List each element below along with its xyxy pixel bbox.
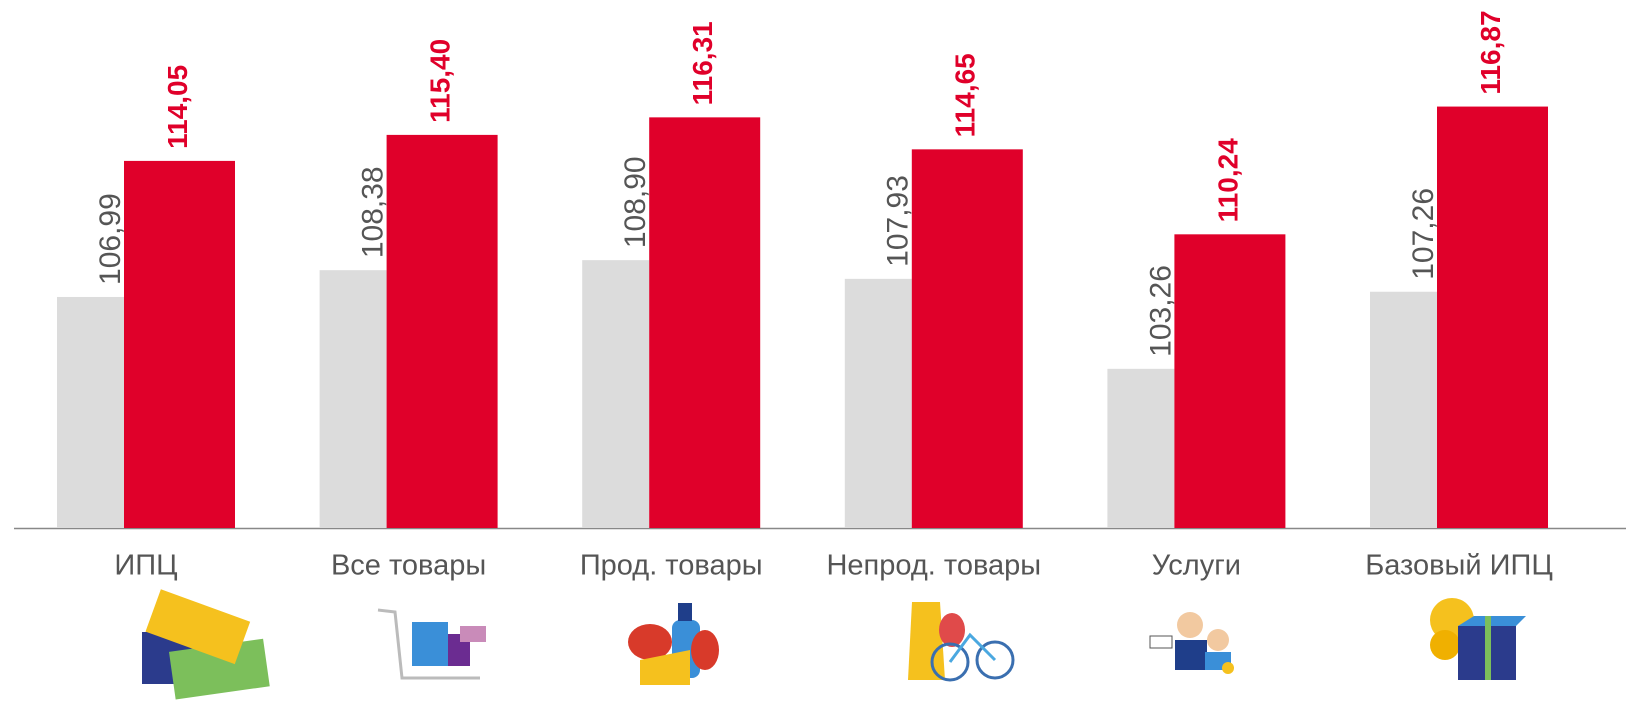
- icon-core: [1430, 598, 1526, 680]
- bar: [582, 260, 650, 528]
- bar: [124, 160, 235, 529]
- icons: [142, 589, 1526, 700]
- icon-food: [628, 603, 719, 685]
- data-label: 107,26: [1407, 188, 1440, 280]
- bar: [844, 278, 912, 528]
- x-tick-label: Непрод. товары: [826, 550, 1041, 582]
- data-label: 108,90: [619, 156, 652, 248]
- bar: [57, 296, 124, 528]
- bar: [1370, 291, 1437, 528]
- x-tick-label: Услуги: [1152, 550, 1241, 582]
- x-tick-label: ИПЦ: [114, 550, 177, 582]
- data-label: 110,24: [1212, 138, 1243, 223]
- data-label: 114,65: [950, 53, 981, 137]
- data-label: 116,87: [1475, 10, 1506, 94]
- x-tick-label: Все товары: [331, 550, 486, 582]
- x-tick-label: Прод. товары: [580, 550, 763, 582]
- icon-cart: [377, 608, 486, 680]
- bar: [319, 270, 387, 528]
- bar: [1107, 368, 1175, 528]
- bar: [911, 149, 1023, 528]
- data-label: 115,40: [424, 39, 455, 123]
- x-tick-label: Базовый ИПЦ: [1365, 550, 1553, 582]
- data-label: 103,26: [1144, 265, 1177, 357]
- icon-services: [1149, 612, 1234, 674]
- bar: [386, 134, 498, 529]
- icon-goods: [908, 602, 1015, 682]
- data-label: 106,99: [94, 193, 127, 285]
- bar: [1437, 106, 1548, 528]
- icon-tags: [142, 589, 270, 700]
- data-label: 108,38: [357, 166, 390, 258]
- data-label: 114,05: [162, 65, 193, 149]
- data-label: 107,93: [882, 175, 915, 267]
- bar: [1174, 234, 1286, 528]
- data-label: 116,31: [687, 21, 718, 105]
- bar: [649, 117, 761, 529]
